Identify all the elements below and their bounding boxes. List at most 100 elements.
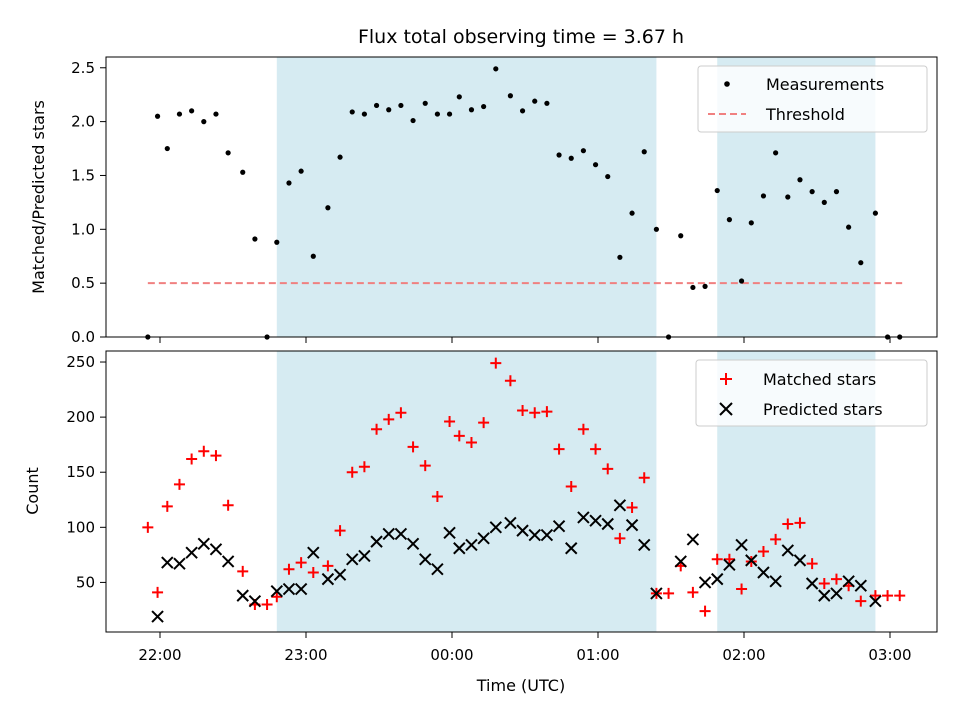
measurement-point bbox=[785, 194, 791, 200]
measurement-point bbox=[833, 189, 840, 195]
measurement-point bbox=[702, 283, 708, 289]
predicted-star-point bbox=[453, 542, 466, 555]
bottom-y-tick-label: 50 bbox=[76, 573, 95, 591]
predicted-star-point bbox=[270, 585, 284, 598]
x-tick-label: 00:00 bbox=[430, 646, 473, 664]
predicted-star-point bbox=[698, 576, 712, 589]
measurement-point bbox=[201, 119, 207, 125]
measurement-point bbox=[225, 150, 231, 156]
matched-star-point bbox=[161, 500, 173, 512]
predicted-star-point bbox=[431, 562, 444, 576]
top-y-tick-label: 2.5 bbox=[71, 59, 95, 77]
matched-star-point bbox=[638, 472, 650, 484]
predicted-star-point bbox=[757, 566, 770, 579]
measurement-point bbox=[773, 150, 779, 156]
measurement-point bbox=[410, 117, 416, 124]
predicted-star-point bbox=[830, 587, 843, 600]
bottom-y-axis: 50 100 150 200 250 bbox=[66, 353, 106, 591]
matched-star-point bbox=[504, 375, 516, 387]
predicted-star-point bbox=[601, 517, 614, 531]
measurement-point bbox=[797, 177, 803, 183]
matched-star-point bbox=[346, 466, 358, 478]
measurement-point bbox=[325, 205, 331, 211]
predicted-star-point bbox=[382, 527, 395, 541]
matched-star-point bbox=[529, 407, 541, 419]
measurement-point bbox=[872, 210, 879, 216]
bottom-y-tick-label: 150 bbox=[66, 463, 95, 481]
measurement-point bbox=[164, 145, 170, 152]
predicted-star-point bbox=[465, 538, 478, 552]
measurement-point bbox=[493, 66, 499, 72]
matched-star-point bbox=[541, 406, 553, 418]
matched-star-point bbox=[590, 443, 602, 455]
predicted-star-point bbox=[528, 528, 541, 542]
x-tick-label: 22:00 bbox=[138, 646, 181, 664]
measurement-point bbox=[629, 210, 635, 216]
matched-star-point bbox=[782, 518, 794, 530]
matched-star-point bbox=[419, 460, 431, 472]
matched-star-point bbox=[237, 565, 249, 577]
top-legend-frame bbox=[697, 65, 928, 133]
predicted-star-point bbox=[613, 499, 627, 512]
measurement-point bbox=[653, 226, 660, 232]
top-x-ticks bbox=[159, 337, 891, 343]
measurement-point bbox=[298, 168, 304, 174]
legend-measurements-label: Measurements bbox=[766, 75, 884, 94]
matched-star-point bbox=[152, 586, 164, 598]
measurement-point bbox=[507, 93, 513, 99]
matched-star-point bbox=[444, 416, 456, 428]
measurement-point bbox=[760, 193, 767, 199]
bottom-y-tick-label: 250 bbox=[66, 353, 95, 371]
predicted-star-point bbox=[419, 553, 432, 566]
measurement-point bbox=[189, 108, 195, 114]
matched-star-point bbox=[261, 598, 273, 610]
measurement-point bbox=[468, 107, 475, 113]
measurement-point bbox=[858, 260, 864, 266]
predicted-star-point bbox=[540, 528, 554, 542]
predicted-star-point bbox=[735, 538, 748, 552]
matched-star-point bbox=[222, 499, 234, 511]
matched-star-point bbox=[699, 605, 711, 617]
measurement-point bbox=[738, 278, 745, 284]
predicted-star-point bbox=[236, 589, 249, 602]
chart-title: Flux total observing time = 3.67 h bbox=[358, 26, 684, 48]
measurement-point bbox=[678, 233, 684, 239]
measurement-point bbox=[310, 253, 316, 259]
measurement-point bbox=[213, 111, 219, 117]
matched-star-point bbox=[602, 463, 614, 475]
predicted-star-point bbox=[650, 587, 663, 600]
predicted-star-point bbox=[443, 526, 456, 540]
measurement-point bbox=[821, 199, 827, 205]
predicted-star-point bbox=[674, 555, 687, 568]
matched-star-point bbox=[663, 587, 675, 599]
matched-star-point bbox=[210, 450, 222, 462]
predicted-star-point bbox=[248, 594, 262, 608]
predicted-star-point bbox=[394, 527, 408, 541]
predicted-star-point bbox=[625, 518, 639, 532]
predicted-star-point bbox=[477, 532, 490, 545]
shaded-region-1 bbox=[276, 57, 657, 337]
matched-star-point bbox=[577, 423, 589, 435]
measurement-point bbox=[617, 254, 623, 260]
predicted-star-point bbox=[854, 579, 868, 592]
shaded-region-1 bbox=[276, 351, 657, 632]
predicted-star-point bbox=[197, 537, 211, 551]
measurement-point bbox=[592, 162, 599, 168]
measurement-point bbox=[349, 109, 355, 115]
measurement-point bbox=[641, 149, 647, 155]
measurement-point bbox=[690, 284, 696, 291]
measurement-point bbox=[748, 220, 754, 226]
measurement-point bbox=[422, 100, 428, 106]
matched-star-point bbox=[295, 557, 307, 569]
predicted-star-point bbox=[577, 511, 590, 524]
measurement-point bbox=[373, 102, 380, 109]
top-y-axis: 0.0 0.5 1.0 1.5 2.0 2.5 bbox=[71, 59, 106, 346]
measurement-point bbox=[337, 154, 343, 160]
predicted-star-point bbox=[151, 610, 164, 623]
measurement-point bbox=[532, 98, 538, 104]
measurement-point bbox=[240, 169, 246, 175]
matched-star-point bbox=[431, 490, 443, 502]
matched-star-point bbox=[794, 517, 806, 529]
predicted-star-point bbox=[686, 533, 700, 546]
